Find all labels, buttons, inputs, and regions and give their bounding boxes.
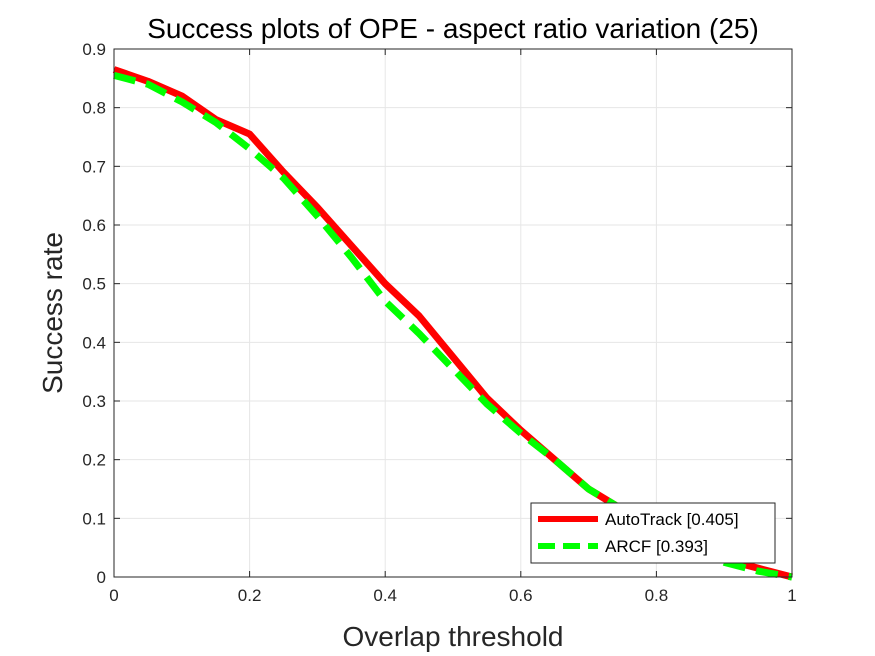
x-tick-label: 1	[787, 586, 796, 605]
axis-ticks: 0 0.2 0.4 0.6 0.8 1 0 0.1 0.2 0.3 0.4 0.5 0.6 0.7 0.8 0…	[82, 40, 796, 605]
y-tick-label: 0.4	[82, 333, 106, 352]
x-tick-label: 0.2	[238, 586, 262, 605]
plot-area	[114, 49, 792, 577]
plot-frame	[113, 48, 793, 578]
legend-label-arcf: ARCF [0.393]	[605, 537, 708, 556]
x-tick-label: 0.4	[373, 586, 397, 605]
chart-title: Success plots of OPE - aspect ratio vari…	[147, 13, 759, 44]
legend: AutoTrack [0.405] ARCF [0.393]	[530, 502, 776, 564]
y-tick-label: 0.3	[82, 392, 106, 411]
legend-label-autotrack: AutoTrack [0.405]	[605, 510, 739, 529]
y-tick-label: 0.8	[82, 99, 106, 118]
x-tick-label: 0	[109, 586, 118, 605]
y-tick-label: 0.7	[82, 157, 106, 176]
x-axis-label: Overlap threshold	[342, 621, 563, 652]
y-tick-label: 0.9	[82, 40, 106, 59]
y-tick-label: 0.6	[82, 216, 106, 235]
x-tick-label: 0.6	[509, 586, 533, 605]
x-tick-label: 0.8	[645, 586, 669, 605]
legend-box	[530, 502, 776, 564]
y-tick-label: 0	[97, 568, 106, 587]
y-tick-label: 0.2	[82, 451, 106, 470]
y-tick-label: 0.5	[82, 275, 106, 294]
y-tick-label: 0.1	[82, 509, 106, 528]
y-axis-label: Success rate	[37, 232, 68, 394]
